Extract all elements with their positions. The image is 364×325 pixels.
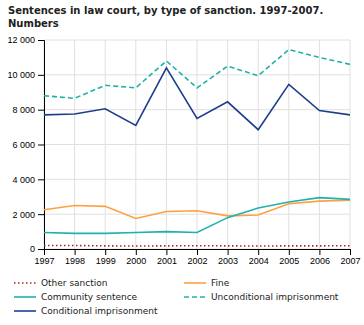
tick: 10 000 bbox=[7, 70, 44, 80]
tick: 1997 bbox=[34, 249, 54, 266]
tick: 4 000 bbox=[12, 175, 44, 185]
tick: 12 000 bbox=[7, 35, 44, 45]
tick-mark bbox=[38, 75, 44, 76]
chart: Sentences in law court, by type of sanct… bbox=[0, 0, 364, 325]
tick-mark bbox=[38, 110, 44, 111]
tick-label: 2006 bbox=[310, 256, 330, 266]
legend-item: Other sanction bbox=[14, 278, 108, 288]
tick-label: 6 000 bbox=[12, 140, 35, 150]
series-line bbox=[44, 68, 350, 130]
legend-label: Fine bbox=[211, 278, 230, 288]
legend-label: Community sentence bbox=[41, 292, 138, 302]
tick-label: 1997 bbox=[34, 256, 54, 266]
grid-line-x bbox=[74, 40, 75, 249]
legend-item: Community sentence bbox=[14, 292, 138, 302]
tick: 2006 bbox=[310, 249, 330, 266]
legend: Other sanction Fine Community sentence Unco… bbox=[14, 278, 339, 316]
tick-label: 4 000 bbox=[12, 175, 35, 185]
grid-line-x bbox=[350, 40, 351, 249]
tick-label: 8 000 bbox=[12, 105, 35, 115]
tick-label: 0 bbox=[30, 244, 35, 254]
series-line bbox=[44, 200, 350, 218]
tick-label: 10 000 bbox=[7, 70, 35, 80]
series-line bbox=[44, 198, 350, 234]
tick: 2002 bbox=[187, 249, 207, 266]
title: Sentences in law court, by type of sanct… bbox=[8, 5, 323, 29]
tick: 2005 bbox=[279, 249, 299, 266]
series-line bbox=[44, 50, 350, 99]
tick-mark bbox=[38, 214, 44, 215]
tick-mark bbox=[289, 249, 290, 255]
tick-mark bbox=[258, 249, 259, 255]
tick-label: 2001 bbox=[157, 256, 177, 266]
axis-domain bbox=[45, 250, 351, 256]
tick: 2000 bbox=[126, 249, 146, 266]
tick: 2001 bbox=[157, 249, 177, 266]
legend-swatch bbox=[184, 282, 206, 284]
tick: 8 000 bbox=[12, 105, 44, 115]
tick: 2007 bbox=[340, 249, 360, 266]
tick-label: 1998 bbox=[65, 256, 85, 266]
tick-label: 2005 bbox=[279, 256, 299, 266]
legend-swatch bbox=[14, 282, 36, 284]
tick: 2003 bbox=[218, 249, 238, 266]
tick-mark bbox=[350, 249, 351, 255]
axis-domain bbox=[38, 41, 45, 250]
legend-item: Conditional imprisonment bbox=[14, 306, 158, 316]
tick-mark bbox=[38, 145, 44, 146]
lines bbox=[44, 50, 350, 246]
grid bbox=[44, 40, 350, 249]
legend-swatch bbox=[14, 296, 36, 298]
tick: 1999 bbox=[96, 249, 116, 266]
legend-item: Unconditional imprisonment bbox=[184, 292, 339, 302]
legend-label: Conditional imprisonment bbox=[41, 306, 158, 316]
tick-label: 2004 bbox=[249, 256, 269, 266]
tick-mark bbox=[166, 249, 167, 255]
grid-line-x bbox=[166, 40, 167, 249]
tick-label: 2002 bbox=[187, 256, 207, 266]
tick-mark bbox=[38, 249, 44, 250]
tick-mark bbox=[75, 249, 76, 255]
x-axis: 1997 1998 1999 2000 2001 2002 2003 2004 2005 2006… bbox=[34, 249, 360, 266]
tick-mark bbox=[136, 249, 137, 255]
legend-swatch bbox=[184, 296, 206, 298]
tick: 2 000 bbox=[12, 210, 44, 220]
series-line bbox=[44, 245, 350, 247]
tick: 1998 bbox=[65, 249, 85, 266]
tick-label: 1999 bbox=[96, 256, 116, 266]
grid-line-x bbox=[197, 40, 198, 249]
tick-label: 12 000 bbox=[7, 35, 35, 45]
tick: 0 bbox=[30, 244, 44, 254]
tick: 6 000 bbox=[12, 140, 44, 150]
tick-label: 2007 bbox=[340, 256, 360, 266]
tick-label: 2000 bbox=[126, 256, 146, 266]
tick-mark bbox=[228, 249, 229, 255]
tick-label: 2003 bbox=[218, 256, 238, 266]
grid-line-x bbox=[319, 40, 320, 249]
tick: 2004 bbox=[249, 249, 269, 266]
legend-label: Unconditional imprisonment bbox=[211, 292, 339, 302]
tick-mark bbox=[38, 40, 44, 41]
tick-label: 2 000 bbox=[12, 210, 35, 220]
tick-mark bbox=[197, 249, 198, 255]
tick-mark bbox=[38, 179, 44, 180]
grid-line-x bbox=[258, 40, 259, 249]
plot: 1997 1998 1999 2000 2001 2002 2003 2004 2005 2006… bbox=[7, 35, 360, 266]
y-axis: 0 2 000 4 000 6 000 8 000 10 000 12 000 bbox=[7, 35, 44, 254]
grid-line-x bbox=[288, 40, 289, 249]
legend-item: Fine bbox=[184, 278, 230, 288]
tick-mark bbox=[319, 249, 320, 255]
grid-line-x bbox=[105, 40, 106, 249]
legend-label: Other sanction bbox=[41, 278, 108, 288]
legend-swatch bbox=[14, 310, 36, 312]
tick-mark bbox=[105, 249, 106, 255]
